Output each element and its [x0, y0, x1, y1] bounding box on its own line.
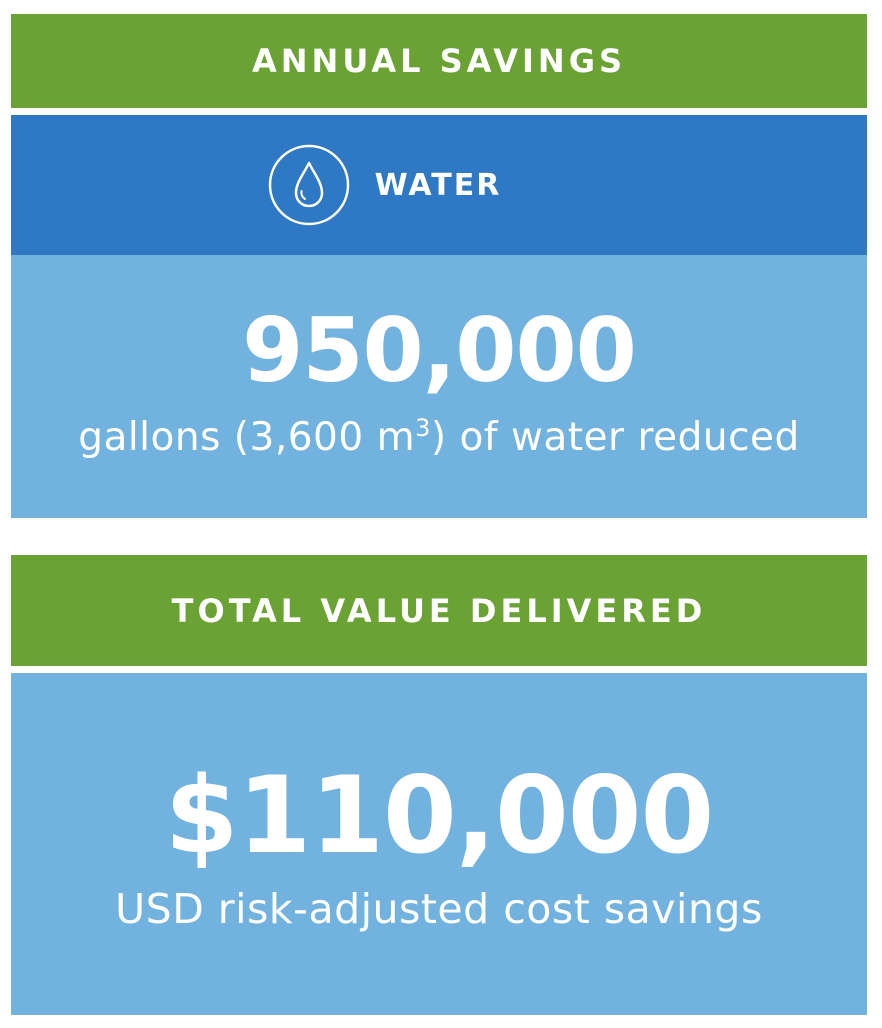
- annual-savings-header: ANNUAL SAVINGS: [11, 14, 867, 108]
- water-label: WATER: [374, 167, 502, 203]
- water-drop-icon: [268, 144, 349, 226]
- water-savings-caption: gallons (3,600 m3) of water reduced: [11, 415, 867, 460]
- water-savings-value: 950,000: [242, 299, 637, 402]
- water-caption-text: gallons (3,600 m: [78, 415, 416, 460]
- water-caption-superscript: 3: [415, 414, 431, 442]
- water-category-band: WATER: [11, 115, 867, 255]
- total-value-title: TOTAL VALUE DELIVERED: [171, 591, 707, 630]
- annual-savings-title: ANNUAL SAVINGS: [251, 42, 627, 80]
- total-value-amount: $110,000: [164, 754, 715, 877]
- total-value-header: TOTAL VALUE DELIVERED: [11, 555, 867, 666]
- water-savings-panel: 950,000 gallons (3,600 m3) of water redu…: [11, 255, 867, 518]
- total-value-caption: USD risk-adjusted cost savings: [115, 885, 763, 933]
- water-caption-text-end: ) of water reduced: [430, 415, 800, 460]
- water-category: WATER: [267, 143, 502, 227]
- total-value-panel: $110,000 USD risk-adjusted cost savings: [11, 673, 867, 1015]
